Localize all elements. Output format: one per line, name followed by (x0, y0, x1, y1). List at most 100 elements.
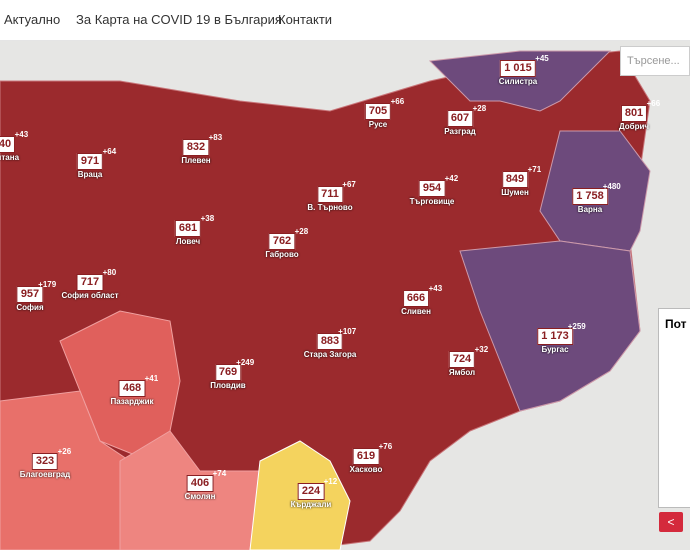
region-name: Стара Загора (303, 350, 357, 359)
region-name: Добрич (618, 122, 650, 131)
region-label: 769 +249 Пловдив (210, 358, 254, 390)
region-label: 681 +38 Ловеч (174, 214, 214, 246)
region-name: Бургас (541, 345, 569, 354)
delta: +80 (102, 268, 117, 277)
region-name: Силистра (498, 77, 538, 86)
collapse-button[interactable]: < (659, 512, 683, 532)
region-count: 323 +26 (31, 447, 71, 470)
region-label: 468 +41 Пазарджик (110, 374, 159, 406)
region-label: 1 758 +480 Варна (572, 182, 621, 214)
region-name: Пловдив (210, 381, 246, 390)
count-value: 224 (301, 485, 321, 497)
region-count: 711 +67 (317, 180, 356, 203)
region-count: 224 +12 (297, 477, 337, 500)
search-input[interactable]: Търсене... (620, 46, 690, 76)
delta: +83 (208, 133, 223, 142)
count-value: 619 (356, 450, 376, 462)
delta: +28 (472, 104, 487, 113)
count-value: 801 (624, 107, 644, 119)
region-count: 681 +38 (174, 214, 214, 237)
region-name: Варна (577, 205, 603, 214)
delta: +32 (474, 345, 489, 354)
count-value: 832 (186, 141, 206, 153)
count-value: 883 (320, 335, 340, 347)
region-count: 619 +76 (352, 442, 392, 465)
delta: +41 (144, 374, 159, 383)
delta: +67 (342, 180, 356, 189)
count-value: 1 015 (504, 62, 532, 74)
count-value: 1 173 (541, 330, 569, 342)
region-label: 224 +12 Кърджали (290, 477, 338, 509)
delta: +66 (646, 99, 661, 108)
count-value: 666 (406, 292, 426, 304)
count-value: 740 (0, 138, 12, 150)
region-name: София (16, 303, 44, 312)
region-name: В. Търново (307, 203, 353, 212)
region-count: 801 +66 (620, 99, 660, 122)
region-name: Кърджали (290, 500, 332, 509)
delta: +179 (38, 280, 57, 289)
region-count: 724 +32 (448, 345, 488, 368)
count-value: 711 (321, 188, 339, 200)
region-count: 769 +249 (214, 358, 254, 381)
delta: +42 (444, 174, 459, 183)
delta: +107 (338, 327, 357, 336)
region-name: Търговище (409, 197, 455, 206)
region-count: 406 +74 (186, 469, 226, 492)
delta: +43 (428, 284, 443, 293)
delta: +71 (527, 165, 542, 174)
region (459, 240, 641, 412)
count-value: 1 758 (576, 190, 604, 202)
region-count: 832 +83 (182, 133, 222, 156)
nav-item[interactable]: За Карта на COVID 19 в България (76, 12, 282, 27)
delta: +64 (102, 147, 117, 156)
nav-item[interactable]: Контакти (278, 12, 333, 27)
panel: Пот (658, 308, 690, 508)
region-count: 717 +80 (76, 268, 116, 291)
delta: +259 (567, 322, 586, 331)
count-value: 769 (218, 366, 238, 378)
region-count: 762 +28 (268, 227, 308, 250)
map[interactable]: 740+43Монтана971+64Враца832+83Плевен705+… (0, 41, 690, 550)
region-label: 724 +32 Ямбол (448, 345, 488, 377)
region-name: Благоевград (19, 470, 71, 479)
count-value: 607 (450, 112, 470, 124)
region-label: 1 015 +45 Силистра (498, 54, 549, 86)
nav-item[interactable]: Актуално (4, 12, 61, 27)
region-label: 954 +42 Търговище (409, 174, 459, 206)
region-name: Разград (444, 127, 476, 136)
delta: +480 (602, 182, 621, 191)
count-value: 724 (452, 353, 472, 365)
region-name: Сливен (401, 307, 431, 316)
region-label: 717 +80 София област (62, 268, 119, 300)
region-name: Габрово (265, 250, 299, 259)
region-count: 971 +64 (76, 147, 116, 170)
region-label: 705 +66 Русе (364, 97, 404, 129)
count-value: 954 (422, 182, 442, 194)
region-label: 619 +76 Хасково (350, 442, 393, 474)
count-value: 406 (190, 477, 210, 489)
delta: +249 (236, 358, 255, 367)
region-count: 1 173 +259 (537, 322, 586, 345)
region-label: 323 +26 Благоевград (19, 447, 71, 479)
region-count: 666 +43 (402, 284, 442, 307)
delta: +66 (390, 97, 405, 106)
region-label: 832 +83 Плевен (181, 133, 222, 165)
region-name: Ямбол (448, 368, 476, 377)
region-name: Русе (368, 120, 388, 129)
region-label: 1 173 +259 Бургас (537, 322, 586, 354)
count-value: 681 (178, 222, 198, 234)
navbar: Актуално За Карта на COVID 19 в България… (0, 0, 690, 41)
region-label: 883 +107 Стара Загора (303, 327, 357, 359)
region-label: 607 +28 Разград (444, 104, 486, 136)
count-value: 971 (80, 155, 100, 167)
region-name: Пазарджик (110, 397, 154, 406)
region-label: 801 +66 Добрич (618, 99, 660, 131)
count-value: 717 (80, 276, 100, 288)
region-count: 1 758 +480 (572, 182, 621, 205)
region-count: 954 +42 (418, 174, 458, 197)
region-label: 740+43Монтана (0, 130, 28, 162)
region-count: 1 015 +45 (500, 54, 549, 77)
count-value: 957 (20, 288, 40, 300)
